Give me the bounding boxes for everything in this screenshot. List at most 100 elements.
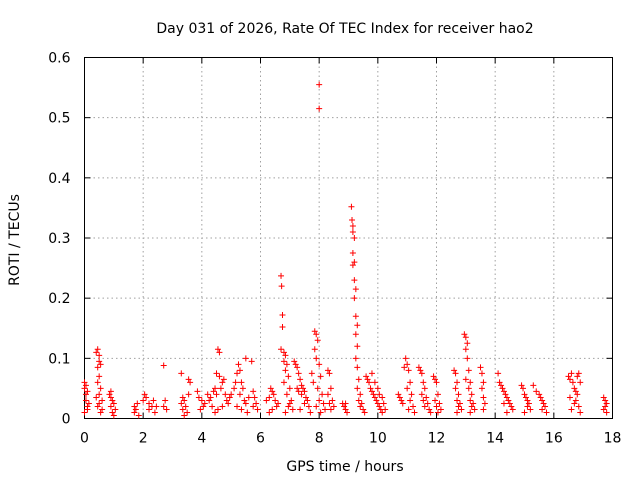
data-point — [285, 403, 292, 410]
data-point — [292, 361, 299, 368]
data-point — [351, 235, 358, 241]
data-point — [355, 397, 362, 404]
data-point — [272, 397, 279, 404]
data-point — [316, 105, 323, 112]
data-point — [289, 406, 296, 413]
data-point — [600, 394, 607, 401]
data-point — [426, 406, 433, 413]
y-tick-labels: 0 0.1 0.2 0.3 0.4 0.5 0.6 — [48, 51, 70, 428]
data-point — [232, 379, 239, 386]
data-point — [304, 397, 311, 404]
data-point — [283, 391, 290, 398]
data-point — [571, 385, 578, 392]
data-point — [313, 403, 320, 410]
data-point — [568, 406, 575, 413]
data-point — [222, 391, 229, 398]
data-point — [539, 397, 546, 404]
data-point — [308, 370, 315, 377]
data-point — [146, 406, 153, 413]
data-point — [478, 385, 485, 392]
data-point — [112, 406, 119, 413]
y-tick-label: 0.5 — [48, 111, 70, 127]
data-point — [410, 403, 417, 410]
data-point — [358, 400, 365, 407]
data-point — [500, 388, 507, 395]
data-point — [316, 397, 323, 404]
data-point — [94, 346, 101, 353]
data-point — [470, 400, 477, 407]
data-point — [434, 391, 441, 398]
data-point — [294, 385, 301, 392]
data-point — [417, 367, 424, 374]
data-point — [423, 394, 430, 401]
data-point — [236, 391, 243, 398]
data-point — [81, 409, 88, 416]
data-point — [357, 391, 364, 398]
data-point — [398, 397, 405, 404]
data-point — [225, 400, 232, 407]
data-point — [539, 406, 546, 413]
data-point — [251, 394, 258, 401]
data-point — [301, 388, 308, 395]
data-point — [327, 406, 334, 413]
data-point — [405, 367, 412, 374]
data-point — [266, 394, 273, 401]
data-point — [238, 379, 245, 386]
data-point — [141, 391, 148, 398]
data-point — [344, 409, 351, 416]
data-point — [471, 406, 478, 413]
data-point — [349, 228, 356, 235]
data-point — [571, 400, 578, 407]
data-point — [216, 373, 223, 380]
data-point — [351, 277, 358, 284]
data-point — [184, 409, 191, 416]
x-tick-label: 12 — [428, 431, 446, 447]
data-point — [342, 400, 349, 407]
data-point — [575, 403, 582, 410]
data-point — [503, 409, 510, 416]
data-point — [182, 403, 189, 410]
data-point — [210, 388, 217, 395]
y-tick-label: 0.4 — [48, 171, 70, 187]
data-point — [354, 343, 361, 350]
data-point — [565, 373, 572, 380]
data-point — [368, 370, 375, 377]
data-point — [376, 391, 383, 398]
data-point — [282, 352, 289, 359]
data-point — [455, 403, 462, 410]
data-point — [411, 409, 418, 416]
data-point — [280, 379, 287, 386]
data-point — [163, 406, 170, 413]
data-point — [110, 400, 117, 407]
data-point — [371, 394, 378, 401]
data-point — [216, 349, 223, 356]
data-point — [131, 403, 138, 410]
data-point — [480, 406, 487, 413]
data-point — [478, 370, 485, 377]
data-point — [361, 409, 368, 416]
data-point — [207, 394, 214, 401]
data-point — [454, 409, 461, 416]
data-point — [499, 385, 506, 392]
y-tick-label: 0.1 — [48, 351, 70, 367]
data-point — [371, 379, 378, 386]
data-point — [301, 400, 308, 407]
data-point — [536, 391, 543, 398]
data-point — [150, 397, 157, 404]
data-point — [451, 367, 458, 374]
data-point — [495, 370, 502, 377]
data-point — [352, 331, 359, 338]
data-point — [602, 403, 609, 410]
data-point — [107, 388, 114, 395]
data-point — [524, 397, 531, 404]
data-point — [228, 391, 235, 398]
data-point — [360, 406, 367, 413]
data-point — [424, 400, 431, 407]
data-point — [219, 403, 226, 410]
data-point — [351, 259, 358, 266]
data-point — [110, 412, 117, 419]
data-point — [320, 400, 327, 407]
data-point — [364, 376, 371, 383]
data-point — [357, 403, 364, 410]
x-tick-label: 10 — [369, 431, 387, 447]
